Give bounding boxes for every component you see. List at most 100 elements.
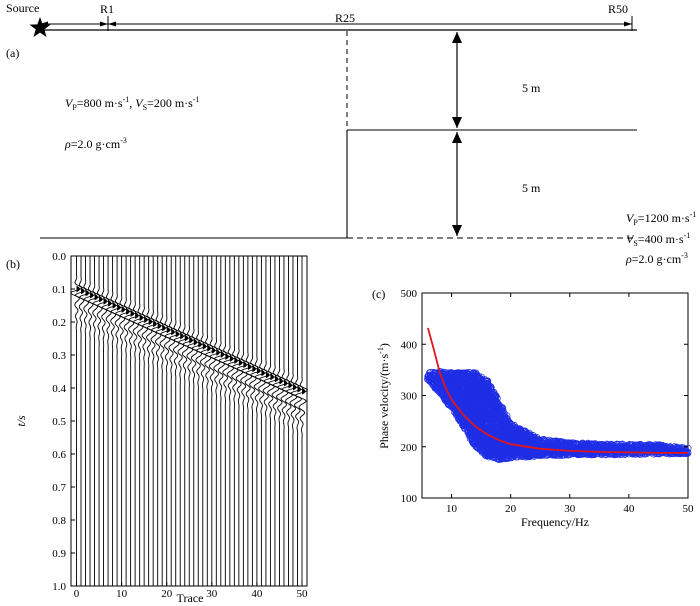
- y-tick-label: 0.5: [52, 416, 66, 428]
- arrowhead-right-icon: [624, 21, 632, 27]
- first-arrival-lobe: [225, 353, 229, 360]
- first-arrival-lobe: [126, 308, 130, 315]
- first-arrival-lobe: [243, 361, 247, 369]
- first-arrival-lobe: [153, 320, 157, 328]
- first-arrival-lobe: [238, 359, 243, 366]
- first-arrival-lobe: [189, 336, 193, 344]
- arrowhead-down-icon: [452, 225, 462, 236]
- seismic-trace: [168, 256, 182, 586]
- seismic-trace: [142, 256, 155, 586]
- seismic-trace: [187, 256, 200, 586]
- seismic-trace: [240, 256, 254, 586]
- c-x-tick-label: 20: [505, 503, 517, 515]
- c-x-tick-label: 50: [683, 503, 695, 515]
- theoretical-dispersion-curve: [427, 327, 688, 454]
- layer1-rho: =2.0 g·cm: [71, 137, 121, 151]
- dispersion-point: [499, 404, 507, 412]
- first-arrival-lobe: [85, 289, 90, 297]
- seismic-trace: [128, 256, 141, 586]
- seismic-trace: [254, 256, 268, 586]
- seismic-trace: [227, 256, 241, 586]
- y-tick-label: 0.9: [52, 548, 66, 560]
- seismic-trace: [196, 256, 209, 586]
- receiver-r25-label: R25: [335, 11, 355, 25]
- first-arrival-lobe: [99, 295, 103, 303]
- seismic-trace: [249, 256, 263, 586]
- layer1-vp: 800 m·s: [84, 96, 123, 110]
- first-arrival-lobe: [252, 365, 256, 373]
- seismic-trace: [281, 256, 295, 586]
- panel-a-label: (a): [6, 46, 19, 60]
- layer2-vs: =400 m·s: [638, 232, 684, 246]
- panel-c: (c) 100 200 300 400 500 10 20 30 40 50 Frequency/…: [372, 287, 694, 529]
- layer2-vp-text: VP=1200 m·s-1: [626, 210, 696, 227]
- first-arrival-lobe: [247, 363, 252, 371]
- seismic-trace: [88, 256, 101, 586]
- first-arrival-lobe: [162, 324, 166, 332]
- y-tick-label: 0.2: [52, 317, 66, 329]
- seismic-trace: [263, 256, 277, 586]
- first-arrival-lobe: [261, 369, 265, 377]
- seismic-trace: [209, 256, 223, 586]
- seismic-trace: [106, 256, 119, 586]
- first-arrival-lobe: [220, 351, 225, 358]
- seismic-trace: [83, 256, 96, 586]
- layer2-vs-text: VS=400 m·s-1: [626, 231, 690, 248]
- seismic-trace: [173, 256, 187, 586]
- y-tick-label: 1.0: [52, 581, 66, 593]
- seismic-trace: [97, 256, 110, 586]
- panel-b: (b) 0.0 0.1 0.2 0.3 0.4 0.5 0.6 0.7 0.8 0.9 1.0 0 10…: [6, 251, 309, 605]
- panel-c-ylabel: Phase velocity/(m·s-1): [376, 343, 391, 449]
- arrowhead-left-icon: [108, 21, 116, 27]
- first-arrival-lobe: [198, 340, 202, 348]
- panel-b-xlabel: Trace: [177, 591, 204, 605]
- seismic-trace: [245, 256, 259, 586]
- seismic-trace: [214, 256, 227, 586]
- first-arrival-lobe: [216, 349, 220, 356]
- seismic-trace: [200, 256, 214, 586]
- seismic-trace: [74, 256, 87, 586]
- seismic-trace: [290, 256, 304, 586]
- dispersion-point: [487, 383, 495, 391]
- first-arrival-lobe: [103, 297, 108, 305]
- y-tick-label: 0.6: [52, 449, 66, 461]
- seismic-trace: [146, 256, 159, 586]
- c-x-tick-label: 40: [623, 503, 635, 515]
- arrowhead-up-icon: [452, 32, 462, 43]
- dispersion-point: [500, 410, 508, 418]
- first-arrival-lobe: [76, 285, 80, 293]
- first-arrival-lobe: [121, 306, 126, 313]
- thickness-upper-label: 5 m: [522, 81, 541, 95]
- arrowhead-down-icon: [452, 117, 462, 128]
- first-arrival-lobe: [144, 316, 148, 323]
- first-arrival-lobe: [157, 322, 162, 330]
- c-y-tick-label: 400: [401, 339, 418, 351]
- panel-c-xlabel: Frequency/Hz: [521, 515, 589, 529]
- source-star-icon: [29, 17, 51, 37]
- x-tick-label: 0: [74, 588, 80, 600]
- first-arrival-lobe: [81, 287, 85, 295]
- first-arrival-lobe: [171, 328, 175, 336]
- panel-b-label: (b): [6, 257, 20, 271]
- seismic-trace: [295, 256, 309, 586]
- layer1-vs: 200 m·s: [154, 96, 193, 110]
- seismic-trace: [137, 256, 150, 586]
- c-y-tick-label: 100: [401, 493, 418, 505]
- c-y-tick-label: 300: [401, 391, 418, 403]
- first-arrival-lobe: [90, 291, 94, 299]
- thickness-lower-label: 5 m: [522, 181, 541, 195]
- first-arrival-lobe: [302, 388, 306, 395]
- first-arrival-lobe: [135, 312, 139, 319]
- y-tick-label: 0.4: [52, 383, 66, 395]
- seismic-trace: [159, 256, 173, 586]
- first-arrival-lobe: [279, 377, 283, 385]
- panel-c-label: (c): [372, 287, 385, 301]
- first-arrival-lobe: [184, 334, 189, 342]
- seismic-trace: [70, 256, 83, 586]
- layer2-density-text: ρ=2.0 g·cm-3: [625, 251, 688, 266]
- x-tick-label: 40: [251, 588, 263, 600]
- x-tick-label: 30: [206, 588, 218, 600]
- seismic-trace: [191, 256, 205, 586]
- receiver-r1-label: R1: [100, 2, 114, 16]
- panel-c-ylabel-text: Phase velocity/(m·s: [377, 354, 391, 449]
